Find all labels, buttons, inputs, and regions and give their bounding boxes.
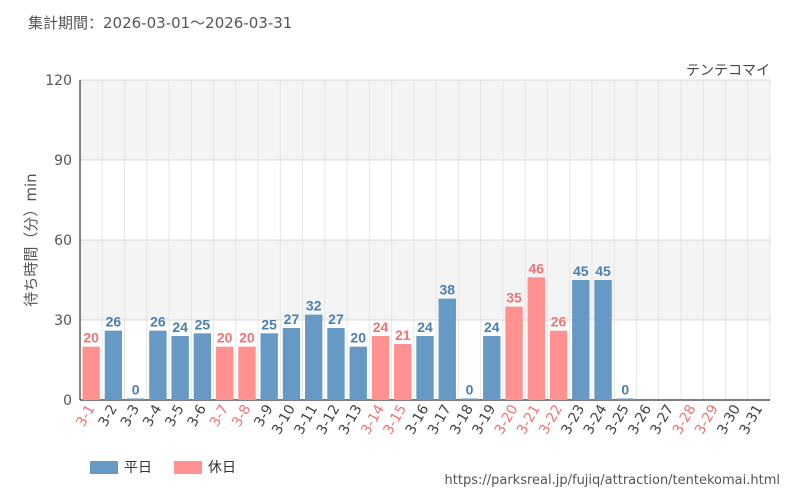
- x-tick-label-3-4: 3-4: [140, 402, 165, 430]
- bar-3-8: [238, 346, 256, 400]
- value-label-3-23: 45: [573, 263, 589, 279]
- x-tick-label-3-7: 3-7: [207, 402, 232, 430]
- legend-holiday: 休日: [174, 457, 236, 477]
- value-label-3-7: 20: [217, 330, 233, 346]
- plot-band: [80, 80, 770, 160]
- bar-3-20: [505, 306, 523, 400]
- legend-weekday: 平日: [90, 457, 152, 477]
- bar-3-18: [460, 398, 479, 400]
- bar-3-24: [594, 280, 612, 400]
- value-label-3-18: 0: [466, 382, 474, 398]
- value-label-3-11: 32: [306, 298, 322, 314]
- bar-3-16: [416, 336, 434, 400]
- y-axis-label: 待ち時間（分）min: [22, 173, 40, 306]
- value-label-3-16: 24: [417, 319, 433, 335]
- x-tick-label-3-2: 3-2: [96, 402, 121, 430]
- legend-holiday-swatch: [174, 460, 202, 474]
- y-tick-label: 120: [45, 73, 72, 89]
- bar-3-13: [349, 346, 367, 400]
- bar-3-3: [126, 398, 145, 400]
- bar-3-1: [82, 346, 100, 400]
- chart-title: テンテコマイ: [686, 63, 770, 79]
- bar-3-2: [104, 330, 123, 400]
- bar-3-17: [438, 298, 456, 400]
- value-label-3-14: 24: [373, 319, 389, 335]
- bar-3-21: [527, 277, 545, 400]
- x-tick-label-3-3: 3-3: [118, 402, 143, 430]
- plot-band: [80, 240, 770, 320]
- x-tick-label-3-5: 3-5: [162, 402, 187, 430]
- bar-3-23: [572, 280, 590, 400]
- value-label-3-8: 20: [239, 330, 255, 346]
- bar-3-4: [149, 330, 167, 400]
- value-label-3-25: 0: [621, 382, 629, 398]
- bar-3-14: [371, 336, 390, 400]
- y-tick-label: 90: [54, 153, 72, 169]
- bar-3-22: [549, 330, 568, 400]
- bar-3-10: [282, 328, 301, 400]
- value-label-3-12: 27: [328, 311, 344, 327]
- y-tick-label: 0: [63, 393, 72, 409]
- value-label-3-13: 20: [350, 330, 366, 346]
- source-url[interactable]: https://parksreal.jp/fujiq/attraction/te…: [444, 473, 780, 488]
- value-label-3-15: 21: [395, 327, 411, 343]
- value-label-3-20: 35: [506, 290, 522, 306]
- legend-weekday-swatch: [90, 460, 118, 474]
- bar-3-15: [394, 344, 412, 400]
- value-label-3-19: 24: [484, 319, 500, 335]
- value-label-3-2: 26: [106, 314, 122, 330]
- x-tick-label-3-6: 3-6: [185, 402, 210, 430]
- legend-weekday-label: 平日: [124, 460, 152, 476]
- x-tick-label-3-31: 3-31: [737, 402, 767, 438]
- value-label-3-21: 46: [529, 260, 545, 276]
- x-tick-label-3-8: 3-8: [229, 402, 254, 430]
- legend-holiday-label: 休日: [208, 460, 236, 476]
- value-label-3-4: 26: [150, 314, 166, 330]
- value-label-3-22: 26: [551, 314, 567, 330]
- x-tick-label-3-1: 3-1: [73, 402, 98, 430]
- y-tick-label: 60: [54, 233, 72, 249]
- legend: 平日 休日: [90, 457, 258, 477]
- plot-band: [80, 160, 770, 240]
- bar-3-5: [171, 336, 189, 400]
- value-label-3-17: 38: [439, 282, 455, 298]
- bar-3-7: [215, 346, 234, 400]
- value-label-3-24: 45: [595, 263, 611, 279]
- value-label-3-6: 25: [195, 316, 211, 332]
- bar-3-9: [260, 333, 278, 400]
- bar-3-11: [305, 314, 323, 400]
- value-label-3-1: 20: [83, 330, 99, 346]
- period-label: 集計期間：2026-03-01～2026-03-31: [28, 14, 293, 32]
- bar-3-6: [193, 333, 212, 400]
- y-tick-label: 30: [54, 313, 72, 329]
- value-label-3-5: 24: [172, 319, 188, 335]
- value-label-3-9: 25: [261, 316, 277, 332]
- bar-3-25: [616, 398, 635, 400]
- bar-3-19: [483, 336, 501, 400]
- bar-3-12: [327, 328, 345, 400]
- value-label-3-10: 27: [284, 311, 300, 327]
- value-label-3-3: 0: [132, 382, 140, 398]
